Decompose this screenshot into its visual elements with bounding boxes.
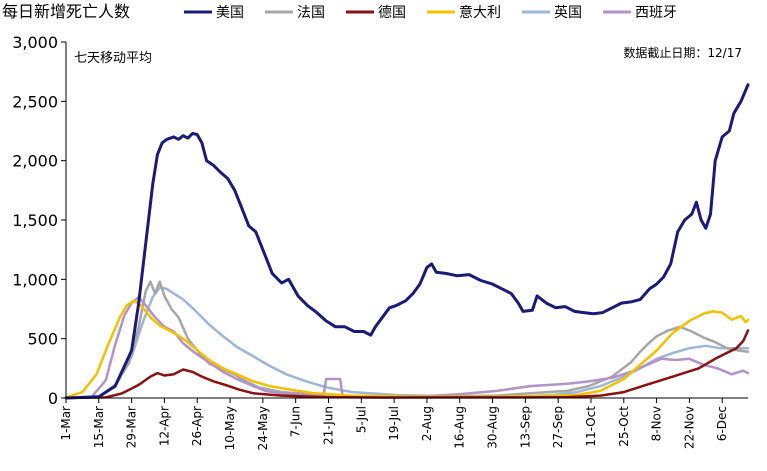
y-tick-label: 3,000 [12,33,58,52]
x-tick-label: 26-Apr [190,406,204,446]
x-axis-ticks: 1-Mar 15-Mar 29-Mar 12-Apr 26-Apr 10-May 24-Ma… [59,398,729,450]
y-tick-label: 500 [27,330,58,349]
series-line-2 [64,329,750,400]
x-tick-label: 13-Sep [518,406,532,448]
x-tick-label: 29-Mar [125,406,139,448]
x-tick-label: 30-Aug [486,406,500,449]
legend-label: 法国 [297,5,325,21]
legend-label: 意大利 [459,4,501,21]
x-tick-label: 6-Dec [715,406,729,441]
x-tick-label: 24-May [256,406,270,450]
subtitle-left: 七天移动平均 [74,51,152,66]
x-tick-label: 12-Apr [157,406,171,446]
y-tick-label: 0 [48,389,58,408]
series-line-0 [64,83,750,400]
legend-label: 德国 [378,5,406,21]
y-axis-label: 每日新增死亡人数 [2,2,130,21]
x-tick-label: 21-Jun [321,406,335,445]
y-tick-label: 2,500 [12,92,58,111]
series-line-5 [64,295,750,400]
x-tick-label: 16-Aug [453,406,467,449]
legend: 美国 法国 德国 意大利 英国 西班牙 [184,4,677,21]
x-tick-label: 10-May [223,406,237,450]
x-tick-label: 11-Oct [584,406,598,447]
series-line-3 [64,299,750,399]
legend-label: 西班牙 [635,5,677,21]
data-cutoff-note: 数据截止日期：12/17 [623,45,742,60]
legend-label: 英国 [554,4,582,21]
x-tick-label: 5-Jul [354,406,368,433]
y-tick-label: 2,000 [12,152,58,171]
x-tick-label: 7-Jun [289,406,303,437]
x-tick-label: 8-Nov [650,406,664,441]
x-tick-label: 1-Mar [59,406,73,441]
x-tick-label: 27-Sep [551,406,565,448]
x-tick-label: 15-Mar [92,406,106,448]
x-tick-label: 22-Nov [682,406,696,449]
x-tick-label: 25-Oct [617,406,631,447]
x-tick-label: 2-Aug [420,406,434,441]
y-tick-label: 1,500 [12,211,58,230]
y-axis-ticks: 0 500 1,000 1,500 2,000 2,500 3,000 [12,33,66,408]
series-lines [64,83,750,400]
x-tick-label: 19-Jul [387,406,401,441]
legend-label: 美国 [216,5,244,21]
y-tick-label: 1,000 [12,270,58,289]
